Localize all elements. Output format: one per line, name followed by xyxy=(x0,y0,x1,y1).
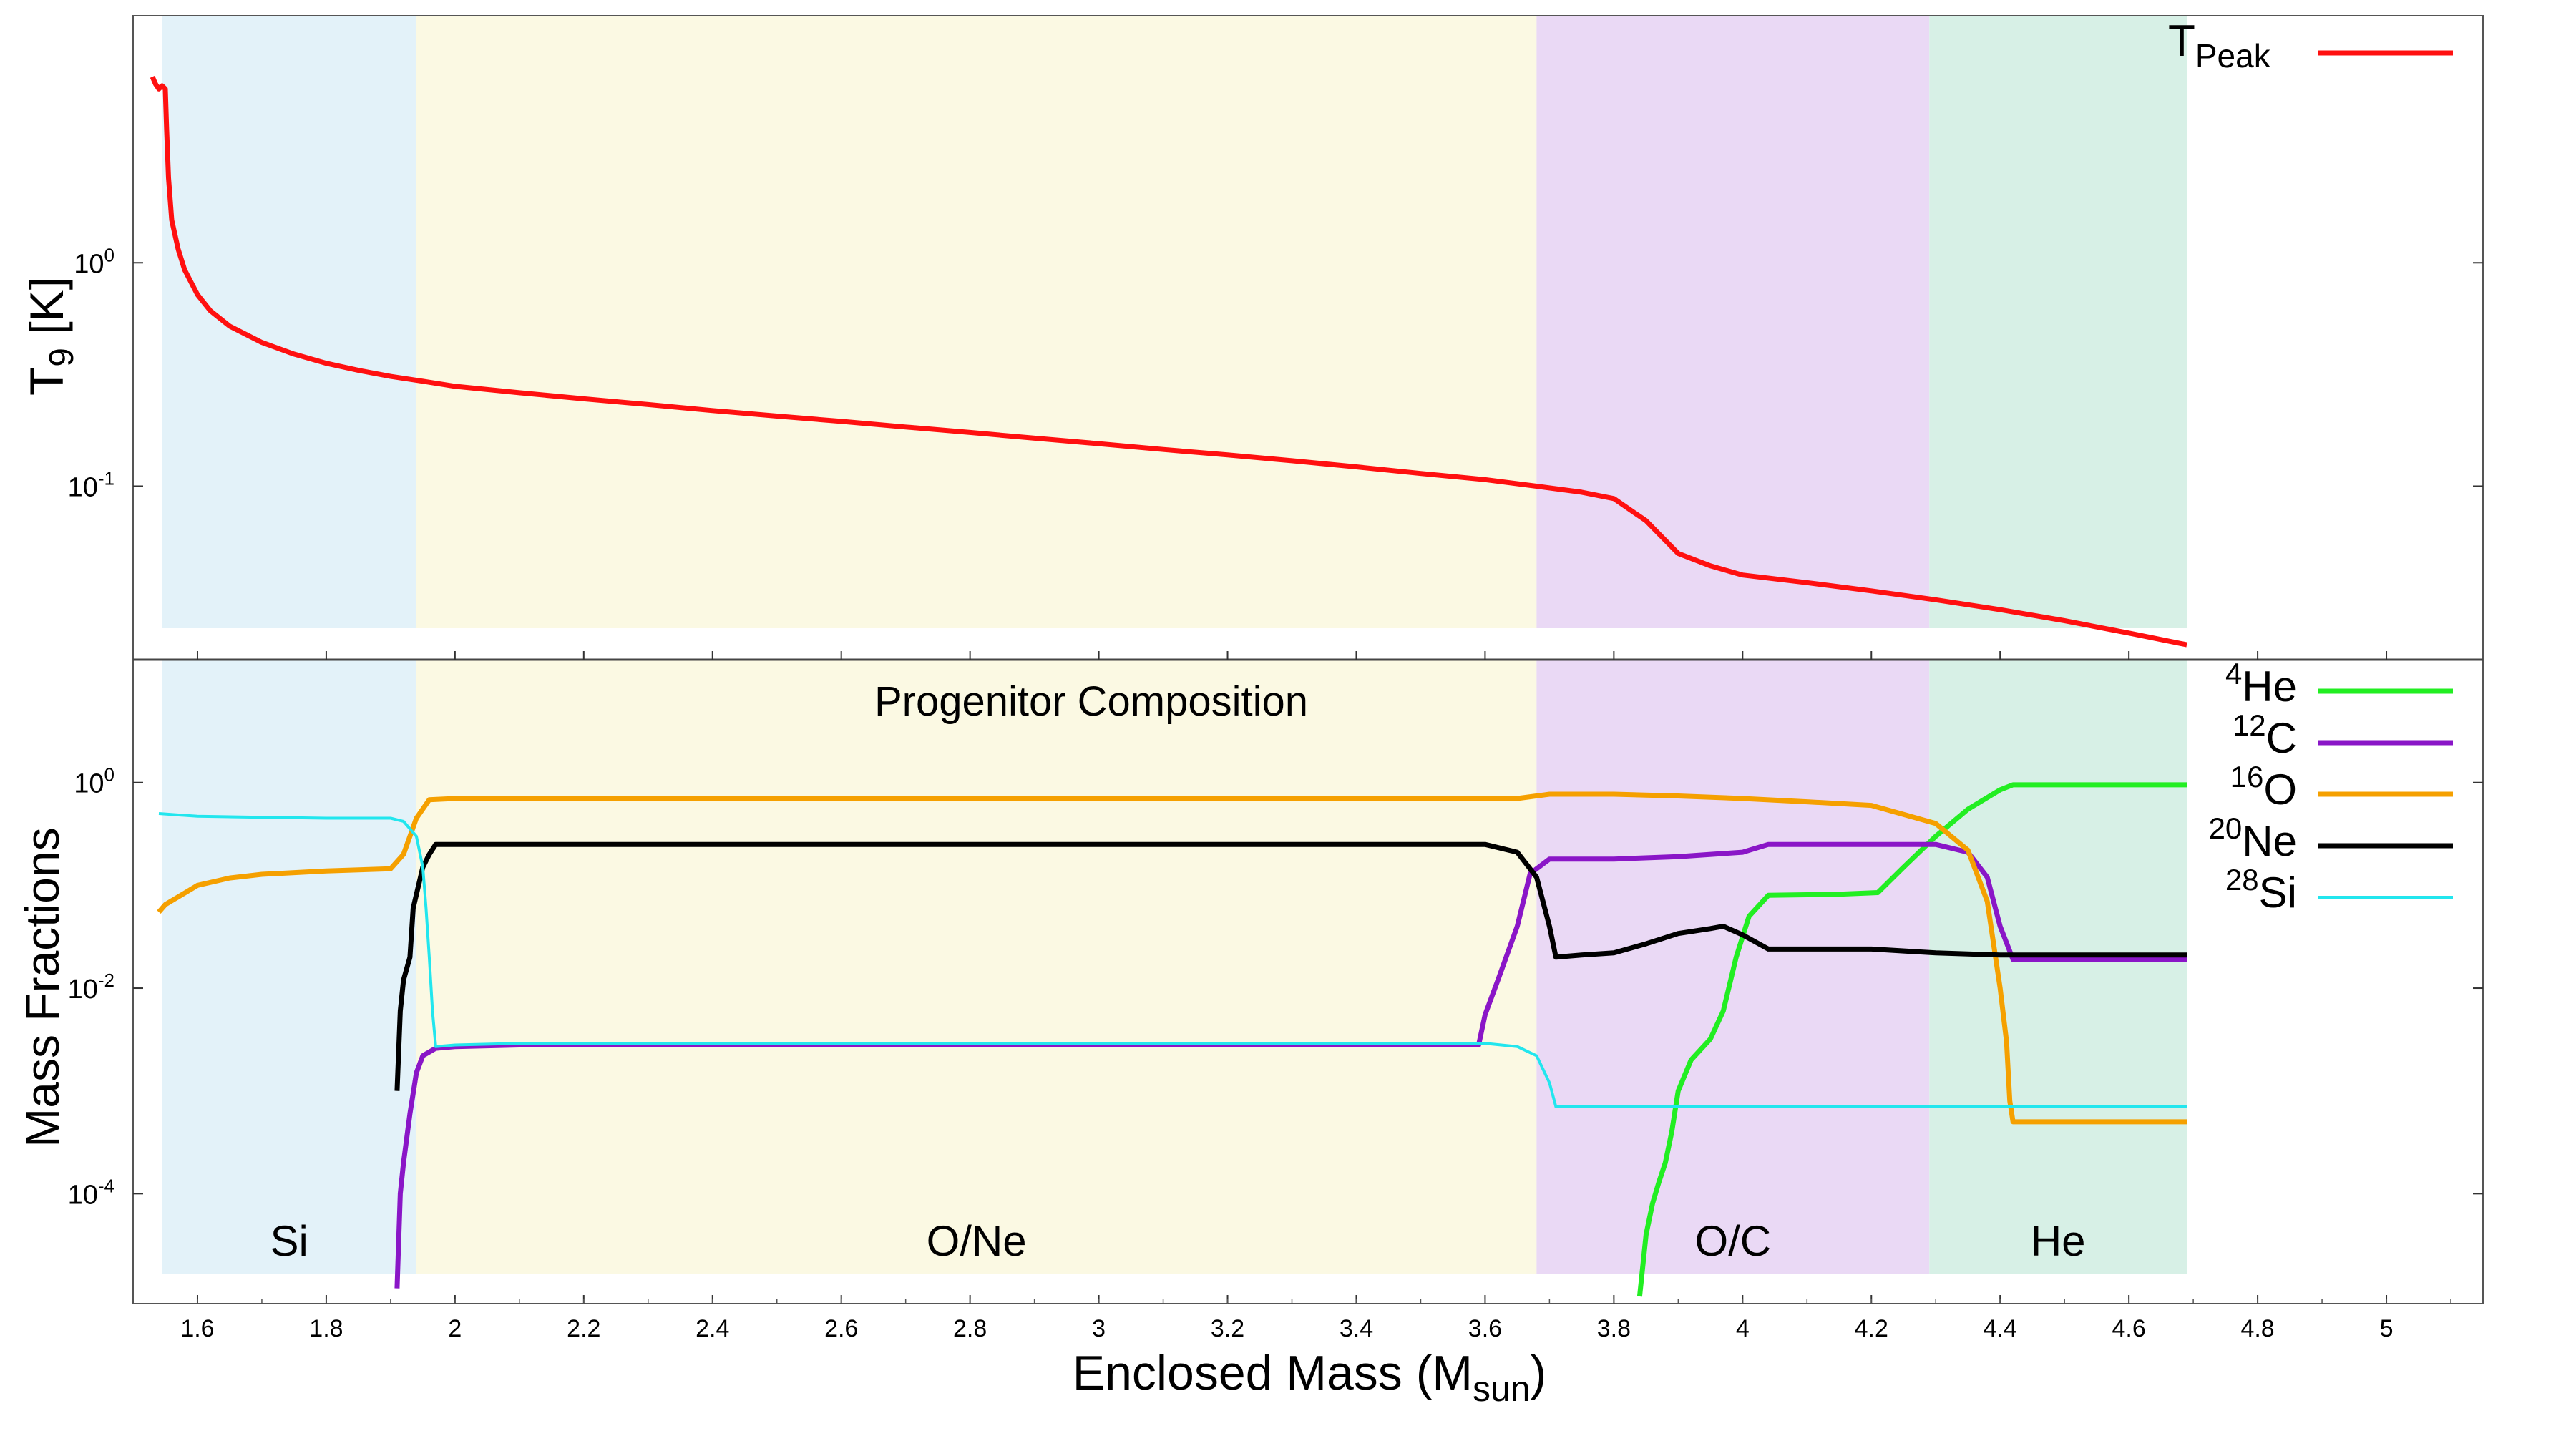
x-tick-label: 1.8 xyxy=(309,1315,343,1342)
x-tick-labels: 1.6 1.8 2 2.2 2.4 2.6 2.8 3 3.2 3.4 3.6 3.8 4 4.2 4.4 4… xyxy=(180,1315,2393,1342)
top-ylabel: T9 [K] xyxy=(20,277,81,396)
region-band-bottom-1 xyxy=(416,660,1537,1274)
x-tick-label: 3.6 xyxy=(1468,1315,1502,1342)
x-tick-label: 2.4 xyxy=(696,1315,729,1342)
x-tick-label: 4.8 xyxy=(2240,1315,2274,1342)
series-line-O xyxy=(157,791,2187,1125)
legend-label-O: 16O xyxy=(2230,760,2297,814)
legend-label-C: 12C xyxy=(2233,708,2297,762)
region-band-bottom-3 xyxy=(1929,660,2187,1274)
x-tick-label: 4 xyxy=(1736,1315,1750,1342)
x-tick-label: 3.2 xyxy=(1211,1315,1244,1342)
bottom-ylabel: Mass Fractions xyxy=(16,827,69,1147)
y-tick-label: 10-2 xyxy=(68,970,114,1005)
x-tick-label: 4.6 xyxy=(2112,1315,2146,1342)
y-tick-label: 100 xyxy=(74,764,114,799)
top-panel-lines xyxy=(150,75,2187,648)
series-line-He xyxy=(1636,782,2187,1297)
regions-top xyxy=(162,16,2187,628)
x-tick-label: 3.4 xyxy=(1340,1315,1373,1342)
bottom-panel-title: Progenitor Composition xyxy=(874,678,1308,725)
legend-label-top: TPeak xyxy=(2168,16,2271,74)
y-tick-label: 10-4 xyxy=(68,1175,114,1210)
top-legend: TPeak xyxy=(2168,16,2453,74)
x-tick-label: 3.8 xyxy=(1597,1315,1631,1342)
region-label-0: Si xyxy=(270,1217,308,1265)
region-band-top-2 xyxy=(1536,16,1930,628)
regions-bottom xyxy=(162,660,2187,1274)
legend-label-Ne: 20Ne xyxy=(2209,811,2297,865)
x-tick-label: 4.4 xyxy=(1984,1315,2017,1342)
region-band-top-0 xyxy=(162,16,416,628)
region-label-3: He xyxy=(2031,1217,2086,1265)
series-line-T xyxy=(150,75,2187,648)
y-tick-label: 100 xyxy=(74,244,114,279)
y-tick-label: 10-1 xyxy=(68,467,114,502)
x-axis-label: Enclosed Mass (Msun) xyxy=(1073,1346,1547,1409)
region-labels: Si O/Ne O/C He xyxy=(270,1217,2086,1265)
x-tick-label: 1.6 xyxy=(180,1315,214,1342)
x-tick-label: 2.8 xyxy=(953,1315,987,1342)
x-tick-label: 5 xyxy=(2380,1315,2394,1342)
series-line-Ne xyxy=(394,841,2187,1091)
series-line-Si xyxy=(158,812,2187,1108)
region-band-bottom-0 xyxy=(162,660,416,1274)
region-band-top-3 xyxy=(1929,16,2187,628)
series-line-C xyxy=(394,841,2187,1289)
x-tick-label: 2.2 xyxy=(567,1315,600,1342)
region-label-1: O/Ne xyxy=(927,1217,1027,1265)
y-tick-labels: 100 10-1 100 10-2 10-4 xyxy=(68,244,114,1210)
legend-label-He: 4He xyxy=(2225,657,2297,710)
axis-ticks xyxy=(132,262,2483,1304)
region-label-2: O/C xyxy=(1694,1217,1771,1265)
x-tick-label: 3 xyxy=(1092,1315,1106,1342)
x-tick-label: 2 xyxy=(448,1315,462,1342)
legend-label-Si: 28Si xyxy=(2225,863,2297,917)
x-tick-label: 2.6 xyxy=(824,1315,858,1342)
region-band-top-1 xyxy=(416,16,1537,628)
x-tick-label: 4.2 xyxy=(1855,1315,1888,1342)
bottom-panel-lines xyxy=(157,782,2187,1297)
